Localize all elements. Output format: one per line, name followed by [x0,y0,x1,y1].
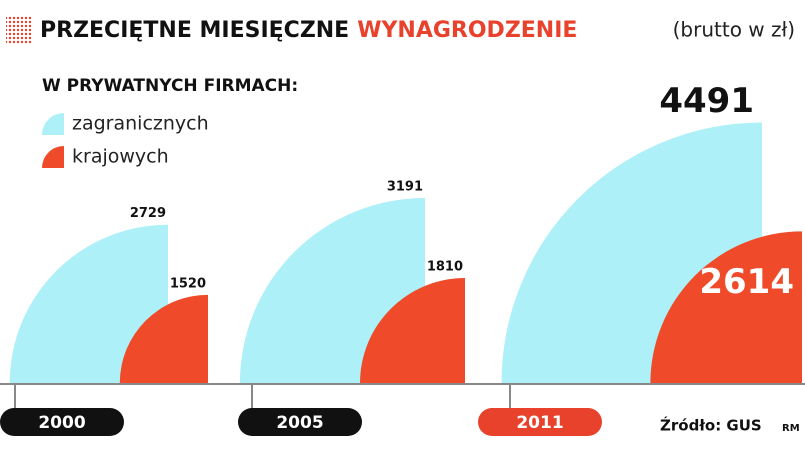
value-label: 1810 [427,260,463,275]
title-icon [6,16,32,44]
chart-title-highlight: WYNAGRODZENIE [357,18,577,43]
x-tick-label: 2005 [276,413,323,433]
x-tick-label: 2000 [38,413,85,433]
legend-label: zagranicznych [72,113,209,135]
year-pill [478,408,602,436]
quarter-circle [119,294,208,383]
chart-subtitle: (brutto w zł) [673,18,795,42]
quarter-circle [650,231,802,383]
chart-title: PRZECIĘTNE MIESIĘCZNE [40,18,349,43]
year-pill [0,408,124,436]
value-label: 1520 [170,276,206,291]
year-pill [238,408,362,436]
legend-label: krajowych [72,146,169,168]
legend-swatch [42,146,64,168]
legend-swatch [42,113,64,135]
quarter-circle [360,278,465,383]
value-label: 2614 [699,262,794,302]
quarter-circle [9,224,168,383]
value-label: 3191 [387,179,423,194]
value-label: 4491 [659,81,754,121]
legend-title: W PRYWATNYCH FIRMACH: [42,76,298,96]
author: RM [782,423,800,434]
value-label: 2729 [130,206,166,221]
x-tick-label: 2011 [516,413,563,433]
source: Źródło: GUS [660,416,762,435]
